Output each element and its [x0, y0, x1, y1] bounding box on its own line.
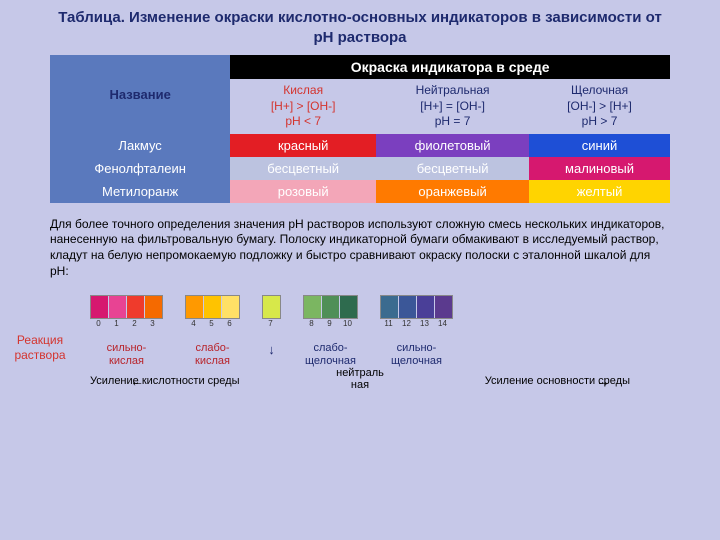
- row-name: Метилоранж: [50, 180, 230, 203]
- header-okraska: Окраска индикатора в среде: [230, 55, 670, 79]
- description-text: Для более точного определения значения р…: [50, 217, 670, 279]
- ph-swatch: [435, 296, 452, 318]
- neutral-formula: [H+] = [OH-]: [420, 99, 485, 113]
- acid-ph: рН < 7: [285, 114, 321, 128]
- ph-group: 0123 сильно-кислая: [90, 295, 163, 368]
- neutral-ph-label: нейтральная: [336, 367, 384, 391]
- ph-swatch: [91, 296, 108, 318]
- acid-formula: [H+] > [OH-]: [271, 99, 336, 113]
- ph-tick: 13: [416, 319, 433, 328]
- ph-swatch: [145, 296, 162, 318]
- alk-ph: рН > 7: [582, 114, 618, 128]
- ph-tick: 11: [380, 319, 397, 328]
- ph-swatch: [127, 296, 144, 318]
- ph-group: 7↓: [262, 295, 281, 368]
- alk-label: Щелочная: [571, 83, 628, 97]
- ph-tick: 9: [321, 319, 338, 328]
- ph-tick: 12: [398, 319, 415, 328]
- arrow-right: →: [596, 373, 610, 389]
- ph-tick: 7: [262, 319, 279, 328]
- ph-swatch: [340, 296, 357, 318]
- row-name: Лакмус: [50, 134, 230, 157]
- acid-label: Кислая: [283, 83, 323, 97]
- group-label: слабо-кислая: [185, 342, 240, 368]
- ph-tick: 14: [434, 319, 451, 328]
- header-acid: Кислая [H+] > [OH-] рН < 7: [230, 79, 376, 134]
- reaction-label: Реакция раствора: [10, 333, 70, 362]
- page-title: Таблица. Изменение окраски кислотно-осно…: [50, 8, 670, 47]
- ph-swatch: [263, 296, 280, 318]
- header-alk: Щелочная [OH-] > [H+] рН > 7: [529, 79, 670, 134]
- color-cell: бесцветный: [376, 157, 529, 180]
- ph-swatch: [381, 296, 398, 318]
- alk-formula: [OH-] > [H+]: [567, 99, 632, 113]
- ph-tick: 8: [303, 319, 320, 328]
- ph-tick: 0: [90, 319, 107, 328]
- ph-tick: 5: [203, 319, 220, 328]
- ph-tick: 6: [221, 319, 238, 328]
- group-label: ↓: [262, 342, 281, 358]
- header-neutral: Нейтральная [H+] = [OH-] рН = 7: [376, 79, 529, 134]
- ph-tick: 1: [108, 319, 125, 328]
- ph-tick: 4: [185, 319, 202, 328]
- ph-group: 456 слабо-кислая: [185, 295, 240, 368]
- ph-group: 11121314 сильно-щелочная: [380, 295, 453, 368]
- arrow-left: ←: [130, 373, 144, 389]
- header-name: Название: [50, 55, 230, 134]
- neutral-ph: рН = 7: [435, 114, 471, 128]
- color-cell: фиолетовый: [376, 134, 529, 157]
- ph-swatch: [399, 296, 416, 318]
- group-label: слабо-щелочная: [303, 342, 358, 368]
- acidity-increase: Усиление кислотности среды: [90, 375, 240, 387]
- group-label: сильно-щелочная: [380, 342, 453, 368]
- color-cell: желтый: [529, 180, 670, 203]
- color-cell: бесцветный: [230, 157, 376, 180]
- ph-swatch: [222, 296, 239, 318]
- color-cell: оранжевый: [376, 180, 529, 203]
- ph-swatch: [204, 296, 221, 318]
- color-cell: малиновый: [529, 157, 670, 180]
- ph-group: 8910 слабо-щелочная: [303, 295, 358, 368]
- row-name: Фенолфталеин: [50, 157, 230, 180]
- ph-swatch: [186, 296, 203, 318]
- color-cell: красный: [230, 134, 376, 157]
- color-cell: розовый: [230, 180, 376, 203]
- neutral-label: Нейтральная: [416, 83, 490, 97]
- ph-tick: 2: [126, 319, 143, 328]
- color-cell: синий: [529, 134, 670, 157]
- ph-swatch: [109, 296, 126, 318]
- ph-swatch: [417, 296, 434, 318]
- group-label: сильно-кислая: [90, 342, 163, 368]
- ph-tick: 10: [339, 319, 356, 328]
- ph-swatch: [322, 296, 339, 318]
- indicator-table: Название Окраска индикатора в среде Кисл…: [50, 55, 670, 203]
- ph-swatch: [304, 296, 321, 318]
- ph-tick: 3: [144, 319, 161, 328]
- ph-scale: Реакция раствора 0123сильно-кислая456сла…: [50, 295, 670, 368]
